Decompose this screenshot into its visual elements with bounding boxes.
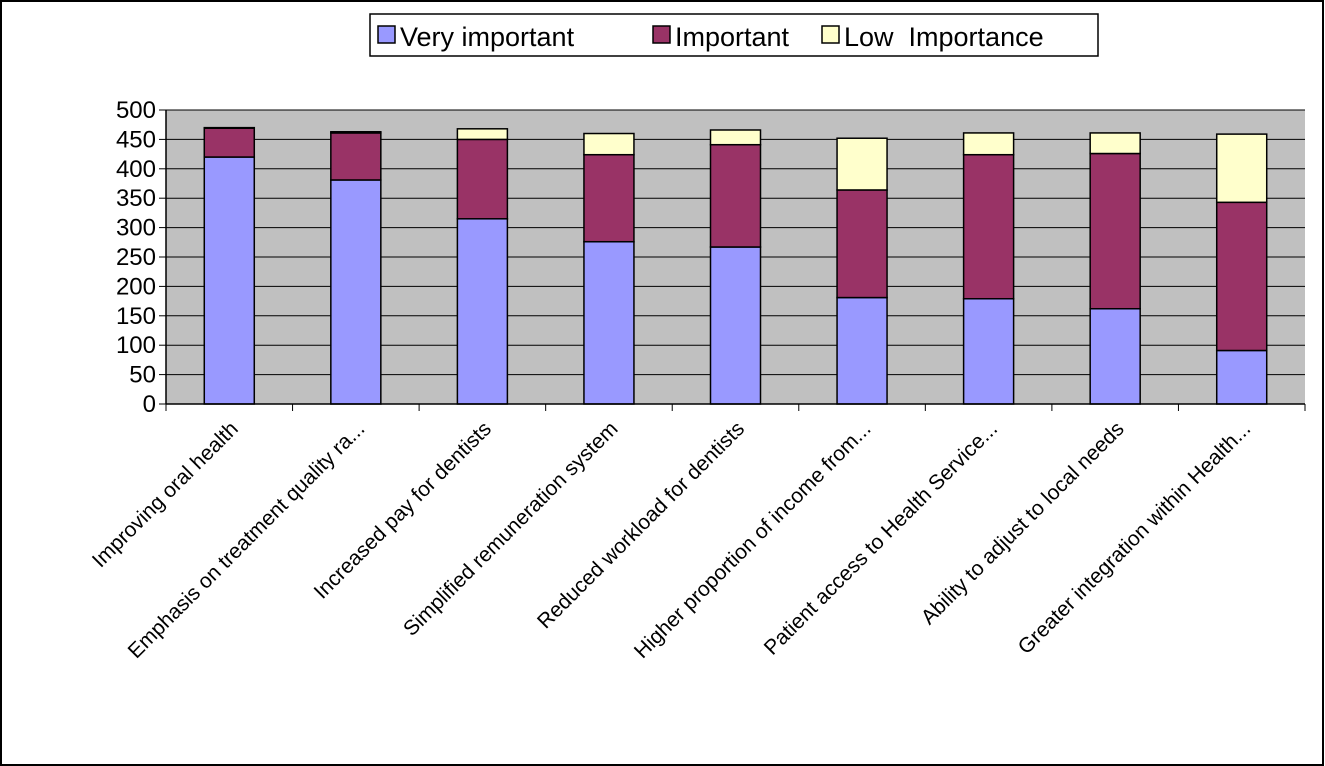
bar-segment-important	[836, 189, 888, 299]
legend-label: Very important	[400, 22, 575, 52]
y-tick-label: 150	[116, 303, 156, 330]
bar-segment-very-important	[583, 240, 635, 405]
y-tick-label: 0	[143, 391, 156, 418]
bar-segment-important	[583, 153, 635, 243]
bars	[203, 126, 1268, 405]
legend-label: Important	[675, 22, 790, 52]
bar-segment-low-importance	[1215, 133, 1268, 204]
y-tick-label: 450	[116, 126, 156, 153]
bar-segment-low-importance	[583, 132, 635, 156]
legend-label: Low Importance	[844, 22, 1044, 52]
legend-swatch	[652, 25, 671, 44]
y-tick-label: 300	[116, 215, 156, 242]
y-tick-label: 350	[116, 185, 156, 212]
y-tick-label: 400	[116, 156, 156, 183]
bar-segment-important	[962, 153, 1015, 300]
bar-segment-very-important	[203, 156, 256, 405]
y-tick-label: 250	[116, 244, 156, 271]
bar-segment-very-important	[1215, 349, 1268, 405]
bar-segment-low-importance	[709, 129, 762, 146]
bar-segment-low-importance	[456, 128, 509, 141]
bar-segment-low-importance	[1089, 132, 1141, 155]
y-tick-label: 200	[116, 273, 156, 300]
y-tick-label: 100	[116, 332, 156, 359]
bar-segment-important	[709, 143, 762, 248]
bar-segment-very-important	[456, 218, 509, 405]
bar-segment-low-importance	[330, 131, 382, 134]
legend: Very important Important Low Importance	[369, 13, 1099, 57]
bar-segment-low-importance	[203, 126, 256, 129]
y-tick-label: 500	[116, 97, 156, 124]
y-tick-label: 50	[129, 362, 156, 389]
bar-segment-low-importance	[836, 137, 888, 191]
bar-segment-important	[1215, 201, 1268, 352]
bar-segment-very-important	[709, 246, 762, 405]
bar-segment-important	[330, 132, 382, 181]
legend-box	[369, 13, 1099, 57]
bar-segment-important	[1089, 152, 1141, 310]
legend-swatch	[821, 25, 840, 44]
legend-swatch	[377, 25, 396, 44]
bar-segment-very-important	[1089, 307, 1141, 405]
bar-segment-very-important	[962, 297, 1015, 405]
bar-segment-important	[456, 138, 509, 220]
bar-segment-important	[203, 127, 256, 158]
bar-segment-very-important	[330, 179, 382, 405]
bar-segment-low-importance	[962, 132, 1015, 156]
bar-segment-very-important	[836, 296, 888, 405]
